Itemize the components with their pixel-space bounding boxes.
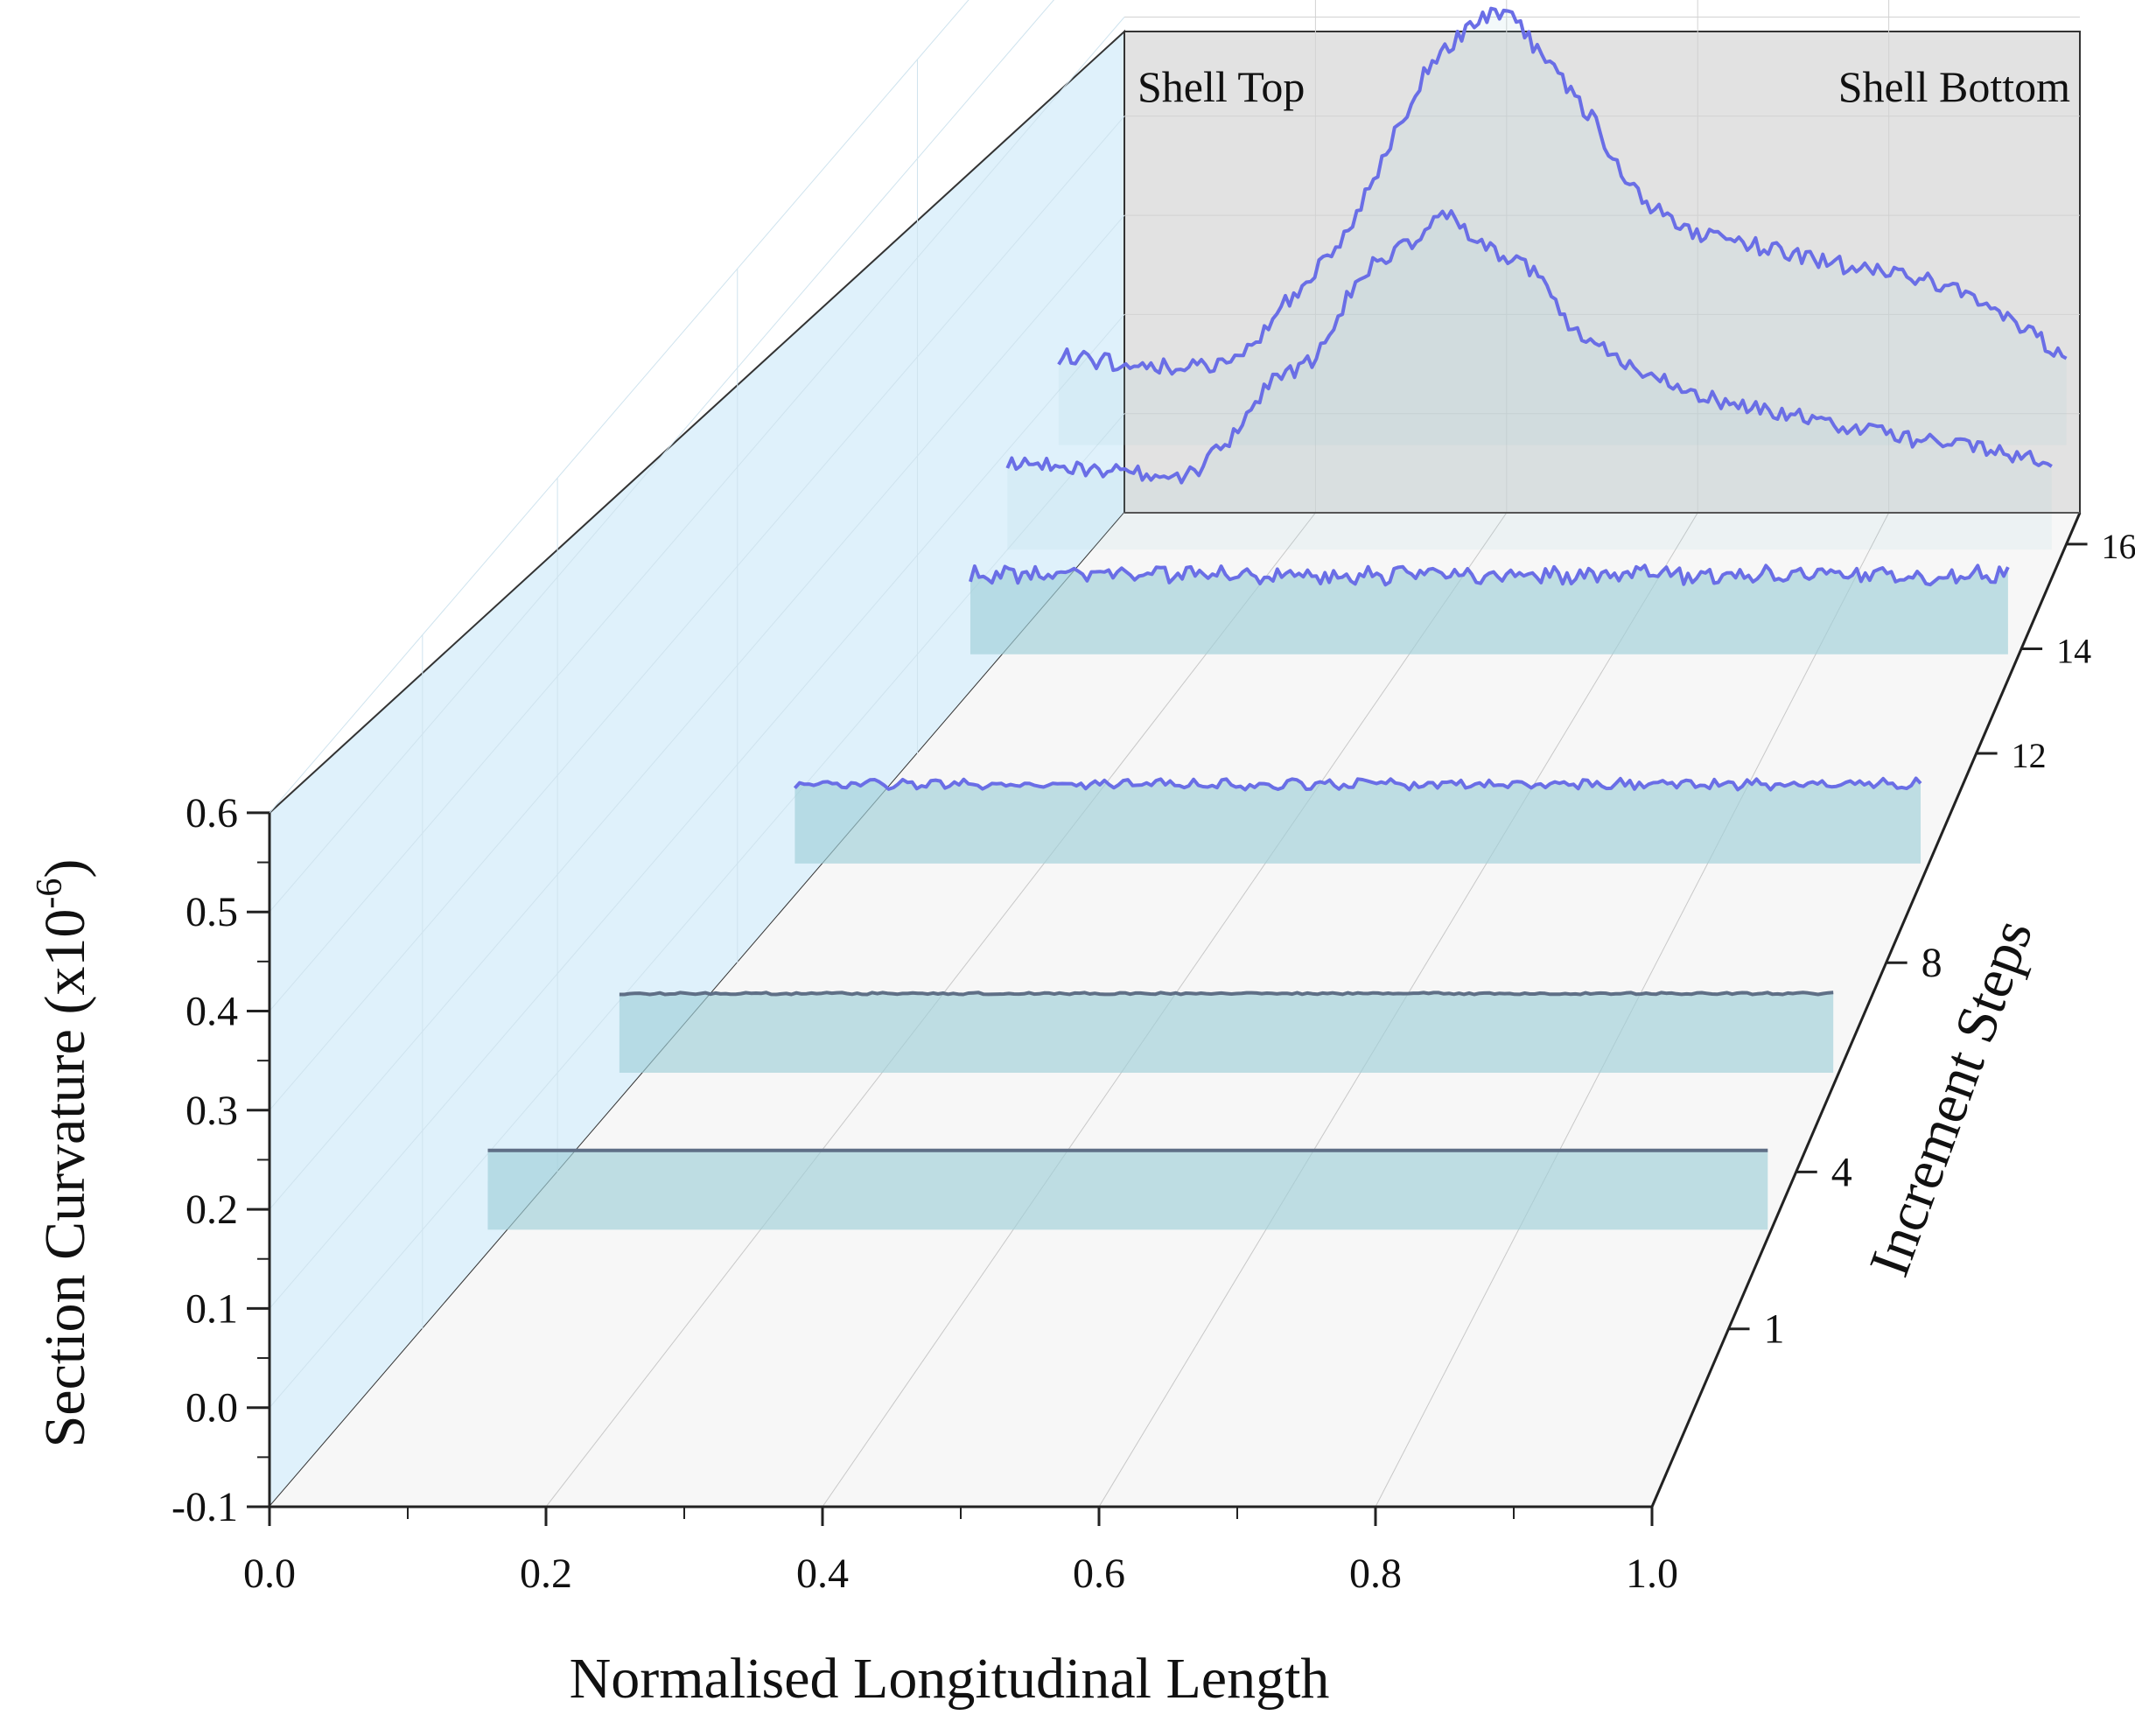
z-tick-label: 16 [2102, 527, 2135, 566]
y-tick-label: 0.0 [186, 1385, 238, 1432]
series-fill-step-8 [794, 778, 1922, 864]
y-tick-label: 0.1 [186, 1285, 238, 1332]
series-step-16 [1057, 6, 2068, 445]
shell-top-label: Shell Top [1138, 62, 1305, 111]
x-tick-label: 0.4 [796, 1550, 849, 1597]
series-line-step-12 [969, 564, 2010, 587]
side-grid-line [269, 214, 1125, 1210]
series-fill-step-1 [487, 1150, 1768, 1230]
series-step-4 [619, 990, 1834, 1074]
y-axis-title-exponent: -6 [30, 878, 70, 909]
side-grid-line [269, 116, 1125, 1111]
y-tick-label: 0.5 [186, 889, 238, 935]
axes: -0.10.00.10.20.30.40.50.60.0 0.2 0.4 0.6 0.8… [172, 512, 2135, 1597]
shell-bottom-label: Shell Bottom [1838, 62, 2070, 111]
y-tick-label: 0.6 [186, 790, 238, 836]
grid-lines [269, 0, 2080, 1508]
series-fill-step-16 [1058, 8, 2067, 445]
series-step-14 [1005, 209, 2053, 550]
series-step-8 [793, 776, 1922, 864]
side-grid-line [269, 0, 1054, 913]
series-line-step-16 [1057, 6, 2068, 376]
z-tick-label: 1 [1764, 1306, 1785, 1353]
series-fill-step-12 [970, 565, 2008, 654]
x-tick-label: 0.2 [520, 1550, 572, 1597]
side-grid-line [269, 17, 1125, 1012]
series-line-step-8 [793, 776, 1922, 792]
series-fill-step-4 [619, 992, 1834, 1074]
y-axis-title-main: Section Curvature (x10 [33, 909, 97, 1448]
series-step-1 [487, 1148, 1768, 1230]
z-tick-label: 12 [2012, 736, 2047, 775]
y-tick-label: -0.1 [172, 1484, 238, 1530]
x-tick-label: 0.6 [1073, 1550, 1125, 1597]
y-axis-title: Section Curvature (x10-6) [30, 859, 97, 1448]
side-grid-line [269, 314, 1125, 1309]
y-tick-label: 0.4 [186, 989, 238, 1035]
series-line-step-14 [1005, 209, 2053, 485]
x-tick-label: 0.8 [1349, 1550, 1402, 1597]
z-tick-label: 4 [1831, 1149, 1852, 1195]
series-ribbons [487, 6, 2068, 1230]
x-tick-label: 1.0 [1626, 1550, 1678, 1597]
z-axis-line [1650, 512, 2082, 1508]
z-tick-label: 8 [1922, 940, 1942, 986]
series-fill-step-14 [1007, 211, 2052, 550]
series-step-12 [969, 564, 2010, 654]
side-grid-line [269, 0, 970, 814]
y-tick-label: 0.2 [186, 1186, 238, 1233]
y-axis-title-close: ) [33, 859, 97, 878]
z-tick-label: 14 [2056, 631, 2091, 670]
x-tick-label: 0.0 [243, 1550, 296, 1597]
series-line-step-4 [619, 990, 1834, 997]
x-axis-title: Normalised Longitudinal Length [570, 1647, 1330, 1711]
y-tick-label: 0.3 [186, 1088, 238, 1134]
